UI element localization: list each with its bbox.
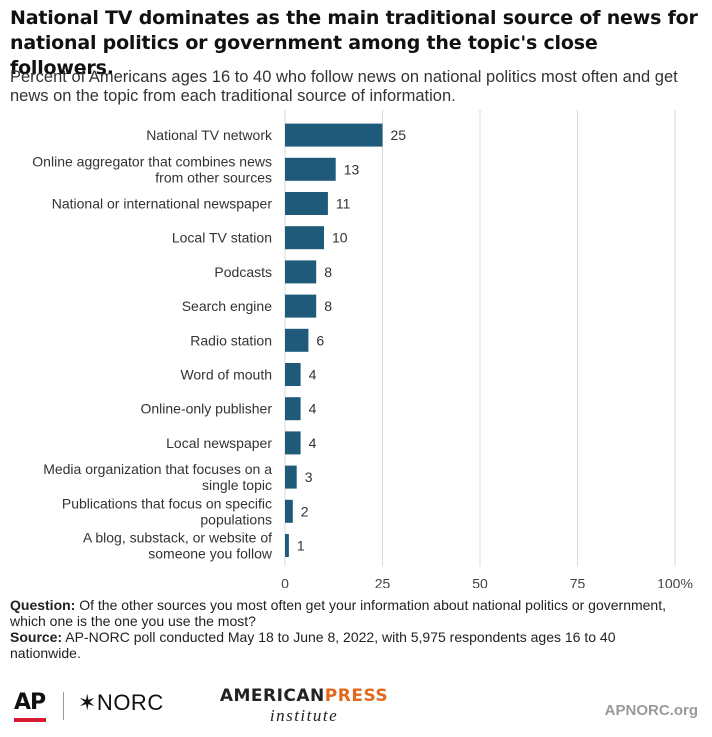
apnorc-url: APNORC.org: [604, 702, 698, 719]
bar-value-label: 10: [332, 230, 348, 246]
question-label: Question:: [10, 597, 76, 613]
category-label-line: populations: [200, 511, 272, 527]
category-label: Online-only publisher: [140, 401, 272, 417]
chart-subtitle: Percent of Americans ages 16 to 40 who f…: [10, 68, 678, 105]
category-label: Local TV station: [172, 230, 272, 246]
bar: [285, 465, 297, 489]
category-label-line: Local newspaper: [166, 435, 272, 451]
bar: [285, 192, 328, 215]
bar: [285, 123, 383, 147]
bar: [285, 363, 301, 386]
x-tick-label: 0: [281, 576, 289, 588]
ap-logo: AP: [14, 690, 46, 715]
category-label-line: Online aggregator that combines news: [32, 153, 272, 169]
bar: [285, 431, 301, 455]
source-note: Source: AP-NORC poll conducted May 18 to…: [10, 629, 690, 661]
source-text: AP-NORC poll conducted May 18 to June 8,…: [10, 629, 616, 661]
category-label-line: National TV network: [146, 127, 273, 143]
category-label-line: Publications that focus on specific: [62, 495, 272, 511]
bar-value-label: 4: [309, 435, 317, 451]
category-label: Publications that focus on specific popul…: [62, 495, 272, 527]
bar: [285, 226, 324, 250]
american-press-institute-logo: AMERICANPRESS institute: [214, 686, 394, 726]
chart-title: National TV dominates as the main tradit…: [10, 7, 698, 79]
category-label-line: Media organization that focuses on a: [43, 461, 272, 477]
category-label-line: from other sources: [155, 169, 272, 185]
x-tick-label: 75: [570, 576, 586, 588]
bar-value-label: 25: [391, 127, 407, 143]
category-label-line: Local TV station: [172, 230, 272, 246]
category-label: National TV network: [146, 127, 273, 143]
x-tick-label: 50: [472, 576, 488, 588]
source-label: Source:: [10, 629, 63, 645]
category-label-line: National or international newspaper: [52, 196, 273, 212]
category-label-line: Word of mouth: [180, 367, 272, 383]
bar: [285, 397, 301, 421]
bar-value-label: 4: [309, 401, 317, 417]
category-label: Local newspaper: [166, 435, 272, 451]
bar-value-label: 6: [316, 332, 324, 348]
category-label: Radio station: [190, 332, 272, 348]
ap-logo-bar: [14, 718, 46, 722]
api-logo-american: AMERICAN: [219, 686, 325, 706]
bar-value-label: 1: [297, 538, 305, 554]
category-label-line: A blog, substack, or website of: [83, 530, 272, 546]
bar-value-label: 2: [301, 503, 309, 519]
bar-value-label: 3: [305, 469, 313, 485]
bar: [285, 328, 309, 352]
category-label-line: single topic: [202, 477, 272, 493]
category-label: Online aggregator that combines news from…: [32, 153, 272, 185]
logo-divider: [63, 692, 64, 720]
category-label: A blog, substack, or website of someone y…: [83, 530, 273, 562]
category-label: Word of mouth: [180, 367, 272, 383]
bar: [285, 157, 336, 181]
category-label-line: Online-only publisher: [140, 401, 272, 417]
bar-value-label: 11: [336, 196, 351, 212]
category-label-line: Radio station: [190, 332, 272, 348]
question-note: Question: Of the other sources you most …: [10, 597, 690, 629]
category-label: Podcasts: [214, 264, 272, 280]
category-label: Search engine: [182, 298, 273, 314]
x-tick-label: 25: [375, 576, 391, 588]
x-tick-label: 100%: [657, 576, 693, 588]
bar-value-label: 8: [324, 264, 332, 280]
category-label-line: Search engine: [182, 298, 273, 314]
bar: [285, 534, 289, 557]
bar: [285, 499, 293, 523]
api-logo-press: PRESS: [324, 686, 389, 706]
question-text: Of the other sources you most often get …: [10, 597, 666, 629]
bar: [285, 260, 317, 284]
category-label: Media organization that focuses on a sing…: [43, 461, 272, 493]
category-label-line: Podcasts: [214, 264, 272, 280]
bar-value-label: 13: [344, 161, 360, 177]
category-label-line: someone you follow: [148, 546, 273, 562]
bar-value-label: 8: [324, 298, 332, 314]
chart-notes: Question: Of the other sources you most …: [10, 597, 690, 661]
bar: [285, 294, 317, 318]
footer: AP ✶NORC AMERICANPRESS institute APNORC.…: [0, 680, 712, 737]
api-logo-institute: institute: [269, 706, 339, 725]
bar-value-label: 4: [309, 367, 317, 383]
norc-logo: ✶NORC: [78, 690, 164, 715]
category-label: National or international newspaper: [52, 196, 273, 212]
